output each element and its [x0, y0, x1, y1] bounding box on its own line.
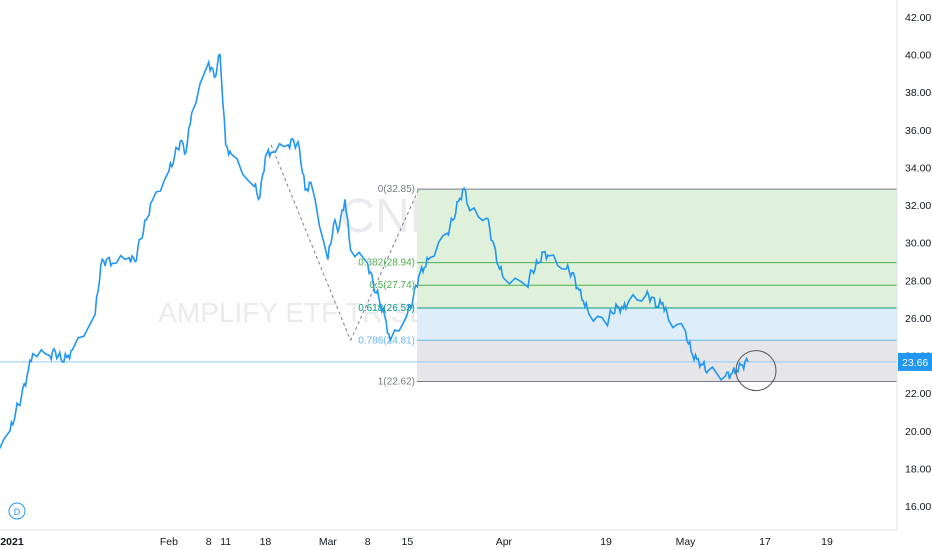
x-tick-label: 11	[220, 536, 231, 548]
y-tick-label: 34.00	[905, 162, 931, 174]
current-price-badge	[898, 352, 932, 371]
fib-zone	[417, 340, 897, 382]
y-tick-label: 16.00	[905, 501, 931, 513]
fib-level-label: 0.5(27.74)	[369, 280, 415, 291]
fib-trend-line-1	[270, 144, 352, 341]
fib-zone	[417, 189, 897, 308]
fib-level-label: 0.786(24.81)	[358, 335, 415, 346]
y-tick-label: 32.00	[905, 200, 931, 212]
x-tick-label: 19	[600, 536, 612, 548]
x-tick-label: 18	[260, 536, 272, 548]
interval-badge-label: D	[14, 507, 21, 517]
y-tick-label: 38.00	[905, 87, 931, 99]
y-tick-label: 36.00	[905, 125, 931, 137]
fib-zone	[417, 307, 897, 341]
x-tick-label: 17	[759, 536, 771, 548]
y-tick-label: 42.00	[905, 12, 931, 24]
y-tick-label: 22.00	[905, 388, 931, 400]
x-tick-label: 15	[402, 536, 414, 548]
interval-badge-circle[interactable]	[8, 502, 26, 520]
y-tick-label: 18.00	[905, 463, 931, 475]
interval-badge[interactable]: D	[8, 502, 26, 520]
fib-level-label: 0(32.85)	[378, 184, 415, 195]
y-tick-label: 30.00	[905, 238, 931, 250]
x-tick-label: 2021	[0, 536, 24, 548]
price-axis[interactable]: 16.0018.0020.0022.0024.0026.0028.0030.00…	[905, 12, 931, 513]
y-tick-label: 28.00	[905, 275, 931, 287]
x-tick-label: Apr	[496, 536, 513, 548]
current-price-label: 23.66	[902, 357, 928, 369]
y-tick-label: 40.00	[905, 50, 931, 62]
x-tick-label: 19	[821, 536, 833, 548]
annotation-circle[interactable]	[735, 350, 777, 392]
x-tick-label: 8	[206, 536, 212, 548]
price-badge: 23.66	[898, 352, 932, 371]
fib-level-label: 0.382(28.94)	[358, 258, 415, 269]
fib-trend-line-2	[350, 188, 420, 341]
x-tick-label: May	[676, 536, 697, 548]
x-tick-label: Mar	[319, 536, 338, 548]
fib-level-label: 0.618(26.53)	[358, 303, 415, 314]
x-tick-label: 8	[365, 536, 371, 548]
y-tick-label: 26.00	[905, 313, 931, 325]
fib-retracement[interactable]: 0(32.85) 0.382(28.94) 0.5(27.74) 0.618(26.5…	[358, 184, 897, 387]
time-axis[interactable]: 2021 Feb 8 11 18 Mar 8 15 Apr 19 May 17 19	[0, 536, 833, 548]
fib-level-label: 1(22.62)	[378, 376, 415, 387]
x-tick-label: Feb	[160, 536, 178, 548]
price-series-line	[0, 53, 749, 450]
y-tick-label: 20.00	[905, 426, 931, 438]
